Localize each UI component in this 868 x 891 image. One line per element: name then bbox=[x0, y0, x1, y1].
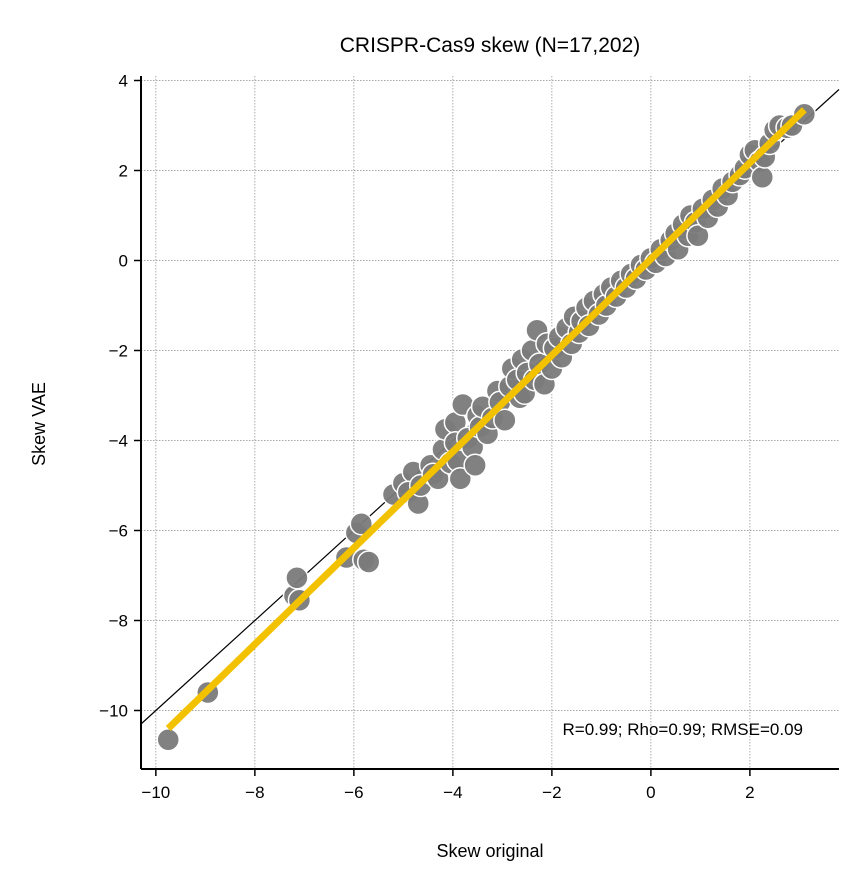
data-point bbox=[463, 453, 487, 477]
y-tick-label: 4 bbox=[119, 72, 128, 91]
x-tick-label: 2 bbox=[745, 783, 754, 802]
y-axis-title: Skew VAE bbox=[29, 382, 49, 466]
x-tick-label: 0 bbox=[646, 783, 655, 802]
fit-line-group bbox=[165, 107, 807, 732]
x-tick-label: −6 bbox=[344, 783, 363, 802]
x-axis-title: Skew original bbox=[436, 841, 543, 861]
data-point bbox=[356, 550, 381, 574]
data-point bbox=[156, 728, 180, 752]
data-point bbox=[686, 224, 710, 248]
x-tick-label: −4 bbox=[443, 783, 462, 802]
y-tick-label: −10 bbox=[99, 702, 128, 721]
axes bbox=[134, 76, 839, 776]
y-tick-label: 0 bbox=[119, 252, 128, 271]
y-tick-label: −4 bbox=[109, 432, 128, 451]
x-tick-label: −2 bbox=[542, 783, 561, 802]
data-point bbox=[493, 408, 517, 432]
data-point bbox=[750, 165, 775, 189]
y-tick-label: 2 bbox=[119, 162, 128, 181]
y-tick-label: −2 bbox=[109, 342, 128, 361]
y-tick-label: −8 bbox=[109, 612, 128, 631]
y-tick-labels: −10 −8 −6 −4 −2 0 2 4 bbox=[99, 72, 128, 721]
chart-title: CRISPR-Cas9 skew (N=17,202) bbox=[340, 34, 641, 57]
data-point bbox=[349, 512, 374, 536]
grid bbox=[141, 76, 839, 769]
points bbox=[156, 102, 817, 752]
data-point bbox=[448, 467, 473, 491]
x-tick-label: −10 bbox=[141, 783, 170, 802]
data-point bbox=[285, 566, 309, 590]
x-tick-label: −8 bbox=[245, 783, 264, 802]
y-tick-label: −6 bbox=[109, 522, 128, 541]
stats-annotation: R=0.99; Rho=0.99; RMSE=0.09 bbox=[562, 720, 803, 739]
x-tick-labels: −10 −8 −6 −4 −2 0 2 bbox=[141, 783, 754, 802]
fit-line bbox=[165, 107, 807, 732]
